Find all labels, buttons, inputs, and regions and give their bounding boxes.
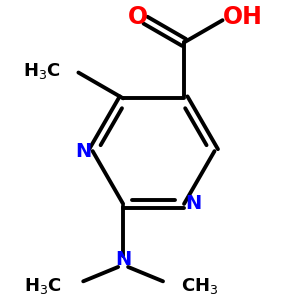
Text: O: O (128, 5, 148, 29)
Text: H$_3$C: H$_3$C (23, 61, 61, 81)
Text: OH: OH (223, 5, 262, 29)
Text: N: N (185, 194, 202, 213)
Text: N: N (75, 142, 92, 160)
Text: CH$_3$: CH$_3$ (181, 276, 218, 296)
Text: H$_3$C: H$_3$C (24, 276, 62, 296)
Text: N: N (115, 250, 131, 269)
